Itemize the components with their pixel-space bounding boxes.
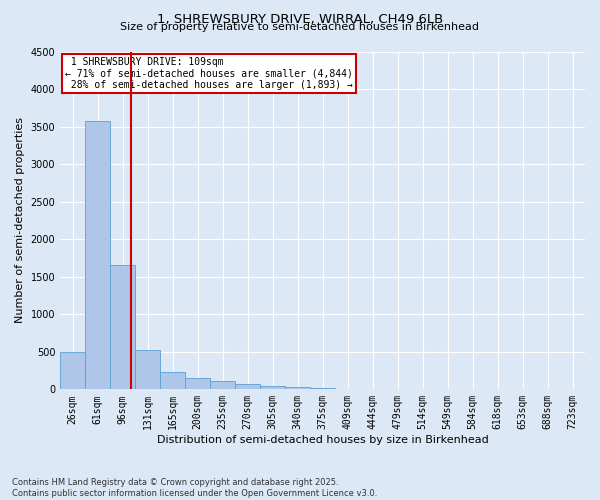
Text: Size of property relative to semi-detached houses in Birkenhead: Size of property relative to semi-detach… (121, 22, 479, 32)
Bar (210, 381, 235, 390)
Text: 1, SHREWSBURY DRIVE, WIRRAL, CH49 6LB: 1, SHREWSBURY DRIVE, WIRRAL, CH49 6LB (157, 12, 443, 26)
Bar (160, 372, 185, 390)
Bar (260, 386, 285, 390)
Bar (310, 388, 335, 390)
Y-axis label: Number of semi-detached properties: Number of semi-detached properties (15, 118, 25, 324)
Text: 1 SHREWSBURY DRIVE: 109sqm
← 71% of semi-detached houses are smaller (4,844)
 28: 1 SHREWSBURY DRIVE: 109sqm ← 71% of semi… (65, 56, 353, 90)
Text: Contains HM Land Registry data © Crown copyright and database right 2025.
Contai: Contains HM Land Registry data © Crown c… (12, 478, 377, 498)
Bar (135, 350, 160, 390)
Bar (285, 387, 310, 390)
X-axis label: Distribution of semi-detached houses by size in Birkenhead: Distribution of semi-detached houses by … (157, 435, 488, 445)
Bar (235, 384, 260, 390)
Bar (110, 266, 135, 390)
Bar (335, 388, 360, 390)
Bar (60, 352, 85, 390)
Bar (85, 120, 110, 390)
Bar (185, 378, 210, 390)
